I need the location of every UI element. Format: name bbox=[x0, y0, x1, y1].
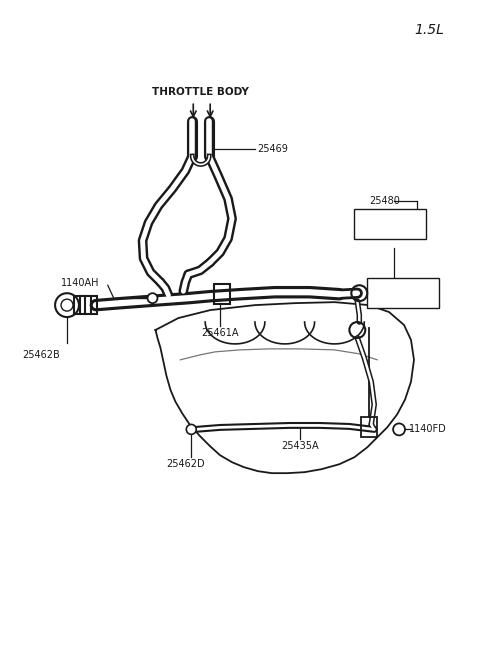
Text: 1472AN
1472AP: 1472AN 1472AP bbox=[385, 283, 421, 303]
Text: 1140FD: 1140FD bbox=[409, 424, 447, 434]
Text: 25469: 25469 bbox=[257, 144, 288, 154]
Text: 25462D: 25462D bbox=[166, 459, 204, 469]
Circle shape bbox=[147, 293, 157, 303]
Text: 25472A: 25472A bbox=[369, 282, 407, 292]
Text: 1.5L: 1.5L bbox=[414, 23, 444, 37]
Circle shape bbox=[393, 423, 405, 436]
Text: 25461A: 25461A bbox=[202, 328, 239, 338]
Text: 25435A: 25435A bbox=[281, 441, 318, 451]
Text: 1140AH: 1140AH bbox=[61, 278, 99, 288]
FancyBboxPatch shape bbox=[367, 278, 439, 308]
Text: THROTTLE BODY: THROTTLE BODY bbox=[152, 87, 249, 98]
Text: 1472AN
1472AP: 1472AN 1472AP bbox=[372, 214, 408, 234]
Text: 25480: 25480 bbox=[369, 196, 400, 206]
Circle shape bbox=[186, 424, 196, 434]
FancyBboxPatch shape bbox=[354, 209, 426, 238]
Text: 25462B: 25462B bbox=[22, 350, 60, 360]
